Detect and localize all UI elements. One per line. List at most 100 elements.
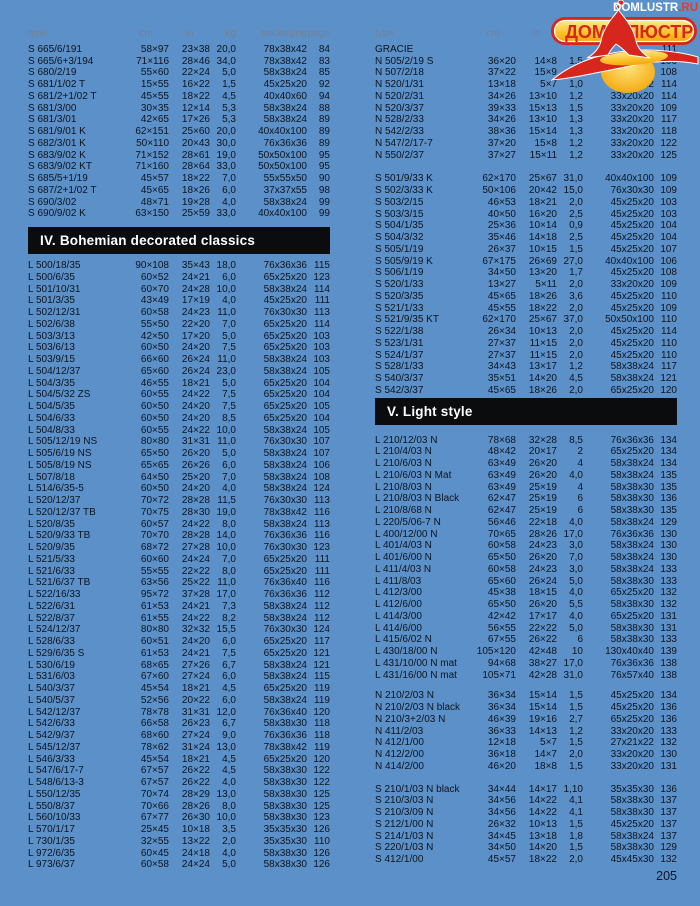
table-row: S 521/1/33 45×55 18×22 2,0 45x25x20 109	[375, 303, 677, 315]
size-in: 24×22	[181, 389, 210, 401]
table-row: S 522/1/38 26×34 10×13 2,0 45x25x20 114	[375, 326, 677, 338]
product-code: N 520/2/31	[375, 90, 424, 102]
weight-kg: 5,0	[222, 448, 236, 459]
size-cm: 60×52	[140, 271, 169, 283]
table-row: N 210/2/03 N 36×34 15×14 1,5 45x25x20 13…	[375, 690, 677, 702]
table-row: L 542/12/37 78×78 31×31 12,0 76x36x40 12…	[28, 707, 330, 719]
table-row: L 500/6/35 60×52 24×21 6,0 65x25x20 123	[28, 272, 330, 284]
table-row: N 210/3+2/03 N 46×39 19×16 2,7 65x25x20 …	[375, 714, 677, 726]
size-in: 24×21	[181, 647, 210, 659]
size-in: 24×20	[181, 401, 210, 412]
page-ref: 123	[313, 812, 330, 824]
light-n-table: N 210/2/03 N 36×34 15×14 1,5 45x25x20 13…	[375, 690, 677, 772]
table-row: S 503/3/15 40×50 16×20 2,5 45x25x20 103	[375, 209, 677, 221]
weight-kg: 19,0	[216, 149, 236, 161]
size-cm: 80×80	[140, 436, 169, 448]
packaging-size: 58x38x24	[263, 196, 307, 208]
product-code: L 730/1/35	[28, 835, 75, 847]
table-row: L 504/5/32 ZS 60×55 24×22 7,5 65x25x20 1…	[28, 389, 330, 401]
size-in: 18×8	[534, 760, 557, 772]
size-in: 24×24	[181, 553, 210, 565]
weight-kg: 3,5	[222, 824, 236, 835]
weight-kg: 1,2	[569, 137, 583, 149]
header-page: page	[307, 28, 330, 39]
size-cm: 65×50	[140, 448, 169, 459]
table-row: S 506/1/19 34×50 13×20 1,7 45x25x20 108	[375, 267, 677, 279]
section-title: V. Light style	[387, 403, 473, 419]
product-code: L 504/8/33	[28, 424, 75, 436]
table-row: L 504/12/37 65×60 26×24 23,0 58x38x24 10…	[28, 366, 330, 378]
size-in: 18×22	[181, 173, 210, 184]
product-code: L 505/12/19 NS	[28, 436, 98, 448]
weight-kg: 9,0	[222, 730, 236, 741]
size-cm: 37×22	[487, 67, 516, 79]
size-cm: 32×55	[140, 835, 169, 847]
size-in: 18×21	[181, 683, 210, 694]
size-in: 13×22	[181, 835, 210, 847]
product-code: N 520/3/37	[375, 102, 424, 114]
page-ref: 134	[660, 446, 677, 458]
size-in: 32×32	[181, 624, 210, 636]
size-cm: 46×55	[140, 377, 169, 389]
product-code: L 504/12/37	[28, 365, 81, 377]
packaging-size: 58x38x30	[263, 777, 307, 788]
page-ref: 106	[660, 255, 677, 267]
product-code: L 503/3/13	[28, 330, 75, 342]
light-l-table: L 210/12/03 N 78×68 32×28 8,5 76x36x36 1…	[375, 435, 677, 682]
table-row: L 502/12/31 60×58 24×23 11,0 76x30x30 11…	[28, 307, 330, 319]
product-code: L 973/6/37	[28, 859, 75, 871]
page-ref: 136	[660, 783, 677, 795]
packaging-size: 65x25x20	[263, 753, 307, 765]
size-cm: 67×55	[487, 634, 516, 646]
size-cm: 45×65	[487, 290, 516, 302]
domlustr-logo[interactable]: ДОМ ЛЮСТР DOMLUSTR.RU	[548, 0, 700, 98]
weight-kg: 31,0	[563, 173, 583, 185]
product-code: L 542/12/37	[28, 706, 81, 718]
product-code: S 683/9/02 KT	[28, 161, 92, 173]
page-ref: 94	[318, 90, 330, 102]
weight-kg: 7,0	[569, 552, 583, 563]
weight-kg: 8,2	[222, 612, 236, 624]
page-ref: 103	[660, 208, 677, 220]
weight-kg: 5,0	[222, 67, 236, 79]
product-code: L 412/3/00	[375, 587, 422, 599]
page-ref: 106	[313, 459, 330, 471]
page-ref: 99	[318, 208, 330, 220]
weight-kg: 4,0	[569, 610, 583, 622]
size-in: 31×31	[181, 436, 210, 448]
product-code: S 681/2+1/02 T	[28, 90, 97, 102]
weight-kg: 1,8	[569, 830, 583, 842]
size-in: 37×28	[181, 589, 210, 600]
packaging-size: 58x38x24	[610, 552, 654, 563]
size-in: 20×17	[528, 446, 557, 458]
size-in: 18×21	[528, 196, 557, 208]
size-cm: 62×47	[487, 505, 516, 516]
page-ref: 121	[660, 373, 677, 384]
packaging-size: 58x38x30	[610, 505, 654, 516]
packaging-size: 58x38x30	[263, 765, 307, 777]
product-code: L 547/6/17-7	[28, 765, 84, 777]
table-row: S 503/2/15 46×53 18×21 2,0 45x25x20 103	[375, 197, 677, 209]
weight-kg: 4,5	[222, 683, 236, 694]
size-in: 14×18	[528, 232, 557, 243]
table-row: L 547/6/17-7 67×57 26×22 4,5 58x38x30 12…	[28, 765, 330, 777]
packaging-size: 65x25x20	[610, 587, 654, 599]
weight-kg: 4,1	[569, 795, 583, 807]
page-ref: 113	[314, 307, 330, 318]
size-in: 15×14	[528, 702, 557, 713]
packaging-size: 58x38x30	[263, 788, 307, 800]
weight-kg: 1,2	[569, 361, 583, 373]
table-row: S 210/3/09 N 34×56 14×22 4,1 58x38x30 13…	[375, 807, 677, 819]
size-in: 32×28	[528, 434, 557, 446]
weight-kg: 1,2	[569, 90, 583, 102]
packaging-size: 65x25x20	[263, 342, 307, 354]
size-cm: 67×77	[140, 812, 169, 824]
product-code: L 505/6/19 NS	[28, 448, 92, 459]
size-in: 24×21	[181, 271, 210, 283]
packaging-size: 58x38x24	[263, 518, 307, 530]
weight-kg: 23,0	[216, 365, 236, 377]
table-row: S 681/2+1/02 T 45×55 18×22 4,5 40x40x60 …	[28, 91, 330, 103]
size-cm: 60×70	[140, 283, 169, 295]
size-cm: 55×55	[140, 565, 169, 577]
classics-table: S 665/6/191 58×97 23×38 20,0 78x38x42 84…	[28, 44, 330, 220]
